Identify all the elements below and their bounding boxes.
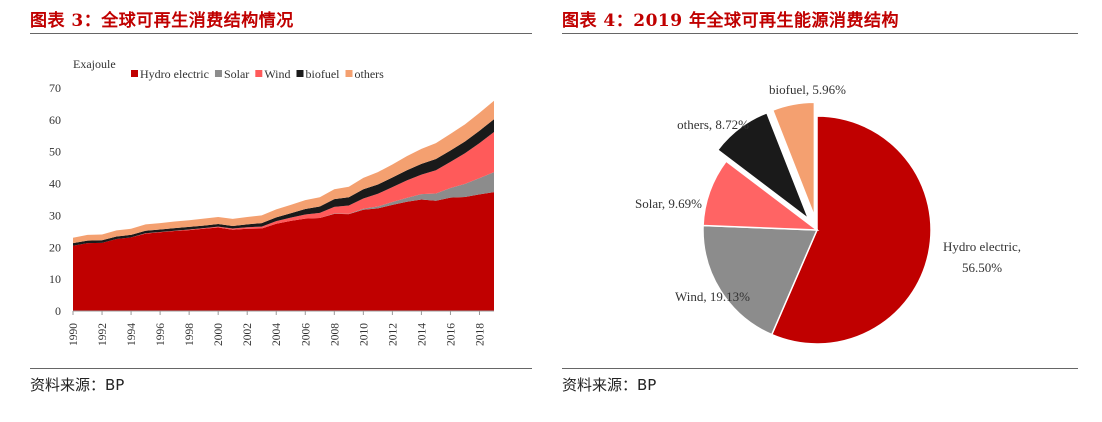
y-axis-title: Exajoule: [73, 57, 116, 71]
x-tick-label: 2008: [329, 323, 341, 346]
figure-3-title: 图表 3：全球可再生消费结构情况: [30, 11, 294, 31]
x-tick-label: 1998: [184, 323, 196, 346]
figure-4-top-rule: [562, 33, 1078, 34]
x-tick-label: 1996: [155, 323, 167, 346]
x-tick-label: 2016: [445, 323, 457, 346]
pie-label-biofuel: biofuel, 5.96%: [769, 82, 846, 97]
legend-label: Solar: [224, 67, 249, 81]
area-others: [73, 100, 494, 244]
y-tick-label: 30: [49, 208, 61, 222]
legend-label: others: [355, 67, 385, 81]
x-tick-label: 1990: [68, 323, 80, 346]
x-tick-label: 2002: [242, 323, 254, 346]
x-tick-label: 2004: [271, 323, 283, 346]
figure-4-title: 图表 4：2019 年全球可再生能源消费结构: [562, 11, 899, 31]
legend-swatch: [214, 70, 222, 77]
area-hydro-electric: [73, 192, 494, 311]
figure-3-bottom-rule: [30, 368, 532, 369]
x-tick-label: 1994: [126, 323, 138, 346]
x-tick-label: 2018: [474, 323, 486, 346]
y-tick-label: 70: [49, 81, 61, 95]
x-tick-label: 2014: [416, 323, 428, 346]
legend-label: biofuel: [306, 67, 341, 81]
y-tick-label: 20: [49, 240, 61, 254]
pie-label-solar: Solar, 9.69%: [635, 196, 702, 211]
y-tick-label: 50: [49, 145, 61, 159]
area-wind: [73, 131, 494, 246]
x-tick-label: 2010: [358, 323, 370, 346]
legend-item-solar: Solar: [214, 67, 249, 81]
legend-swatch: [255, 70, 263, 77]
y-tick-label: 60: [49, 113, 61, 127]
legend-swatch: [131, 70, 138, 77]
x-tick-label: 2006: [300, 323, 312, 346]
y-tick-label: 40: [49, 177, 61, 191]
legend-item-biofuel: biofuel: [296, 67, 341, 81]
legend-item-others: others: [345, 67, 385, 81]
legend-swatch: [296, 70, 304, 77]
y-tick-label: 10: [49, 272, 61, 286]
legend-item-wind: Wind: [255, 67, 291, 81]
figure-4-bottom-rule: [562, 368, 1078, 369]
pie-slice-wind: [702, 224, 819, 336]
legend-item-hydro-electric: Hydro electric: [131, 67, 209, 81]
figure-4-source: 资料来源：BP: [562, 376, 657, 394]
legend-label: Wind: [264, 67, 290, 81]
stacked-area-chart: 0 10 20 30 40 50 60 70 1990 1992 1994 1996 1998 2000 2…: [49, 57, 494, 346]
figure-3: 图表 3：全球可再生消费结构情况 0 10 20 30 40 50 60 70 1990 1992…: [30, 0, 532, 400]
pie-label-wind: Wind, 19.13%: [675, 289, 750, 304]
pie-chart: Hydro electric, 56.50% Wind, 19.13% Solar, …: [635, 82, 1021, 345]
pie-slice-solar: [702, 160, 820, 231]
legend-label: Hydro electric: [140, 67, 209, 81]
figure-3-source: 资料来源：BP: [30, 376, 125, 394]
pie-label-others: others, 8.72%: [677, 117, 749, 132]
pie-slice-others: [716, 111, 811, 222]
figure-4: 图表 4：2019 年全球可再生能源消费结构 Hydro electric, 56…: [562, 0, 1078, 400]
pie-label-hydro-electric: Hydro electric, 56.50%: [943, 239, 1021, 275]
x-tick-label: 2000: [213, 323, 225, 346]
x-tick-label: 1992: [97, 323, 109, 346]
legend-swatch: [345, 70, 353, 77]
y-tick-label: 0: [55, 304, 61, 318]
pie-slice-hydro-electric: [770, 115, 932, 345]
figure-3-top-rule: [30, 33, 532, 34]
pie-slice-biofuel: [771, 101, 816, 217]
x-tick-label: 2012: [387, 323, 399, 346]
